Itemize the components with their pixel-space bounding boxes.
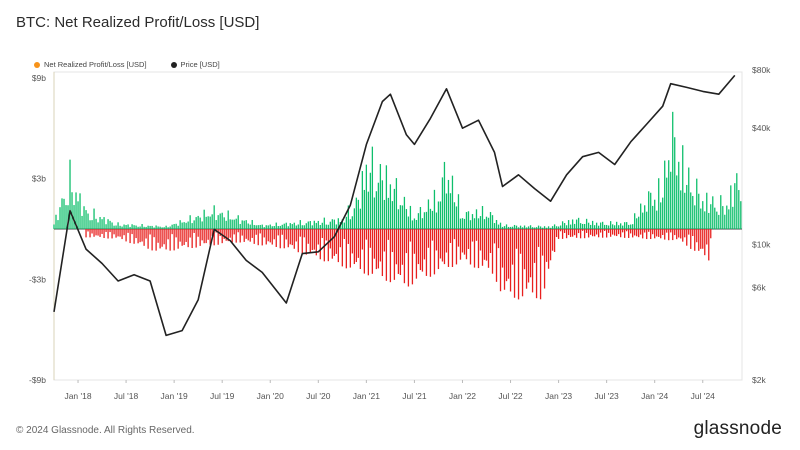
legend-item-profit-loss[interactable]: Net Realized Profit/Loss [USD] xyxy=(34,60,147,69)
y-left-tick-label: -$3b xyxy=(29,274,46,284)
x-tick-label: Jul '20 xyxy=(306,391,331,401)
x-tick-label: Jul '23 xyxy=(594,391,619,401)
x-tick-label: Jan '21 xyxy=(353,391,380,401)
x-tick-label: Jul '18 xyxy=(114,391,139,401)
x-tick-label: Jul '19 xyxy=(210,391,235,401)
legend-profit-loss-label: Net Realized Profit/Loss [USD] xyxy=(44,60,147,69)
x-tick-label: Jan '22 xyxy=(449,391,476,401)
y-right-tick-label: $40k xyxy=(752,123,771,133)
y-left-tick-label: $3b xyxy=(32,174,46,184)
x-tick-label: Jul '21 xyxy=(402,391,427,401)
legend-price-label: Price [USD] xyxy=(180,60,220,69)
y-right-tick-label: $10k xyxy=(752,240,771,250)
x-tick-label: Jan '19 xyxy=(161,391,188,401)
y-right-tick-label: $6k xyxy=(752,283,766,293)
x-tick-label: Jul '22 xyxy=(498,391,523,401)
copyright-footer: © 2024 Glassnode. All Rights Reserved. xyxy=(16,425,195,436)
x-tick-label: Jan '23 xyxy=(545,391,572,401)
x-tick-label: Jan '24 xyxy=(641,391,668,401)
price-line xyxy=(53,74,736,337)
glassnode-logo: glassnode xyxy=(693,418,782,439)
y-left-tick-label: -$9b xyxy=(29,375,46,385)
x-tick-label: Jan '18 xyxy=(64,391,91,401)
x-tick-label: Jan '20 xyxy=(257,391,284,401)
legend-price-swatch xyxy=(170,61,177,68)
legend-profit-loss-swatch xyxy=(34,61,40,68)
y-left-tick-label: $9b xyxy=(32,73,46,83)
y-right-tick-label: $80k xyxy=(752,65,771,75)
y-right-tick-label: $2k xyxy=(752,375,766,385)
x-tick-label: Jul '24 xyxy=(691,391,716,401)
legend-item-price[interactable]: Price [USD] xyxy=(170,60,220,69)
legend: Net Realized Profit/Loss [USD] Price [US… xyxy=(34,60,220,69)
chart-title: BTC: Net Realized Profit/Loss [USD] xyxy=(16,14,260,31)
